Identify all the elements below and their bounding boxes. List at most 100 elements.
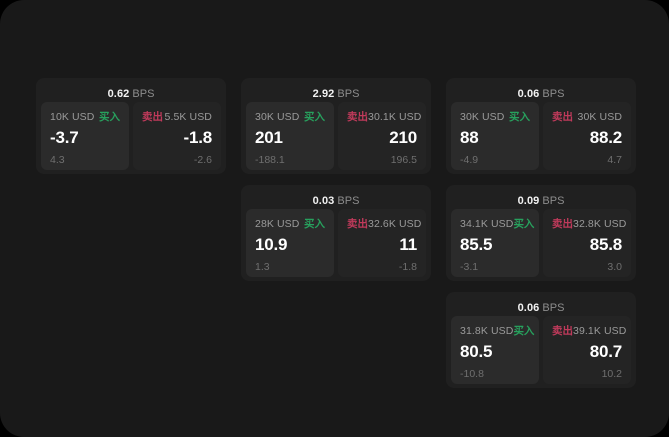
sell-side-header: 卖出 32.8K USD bbox=[552, 217, 626, 231]
buy-delta-value: -4.9 bbox=[460, 154, 479, 166]
card-body: 10K USD 买入 -3.7 4.3 卖出 5.5K USD -1.8 -2.6 bbox=[41, 102, 221, 170]
buy-side-tag: 买入 bbox=[513, 325, 535, 337]
quote-card[interactable]: 0.62 BPS 10K USD 买入 -3.7 4.3 卖出 5.5K USD -1.8 -2.… bbox=[36, 78, 226, 174]
buy-delta-value: -3.1 bbox=[460, 261, 479, 273]
buy-side-header: 30K USD 买入 bbox=[460, 110, 530, 124]
sell-side-tag: 卖出 bbox=[552, 111, 573, 123]
sell-size-label: 39.1K USD bbox=[573, 324, 627, 337]
buy-side-panel[interactable]: 30K USD 买入 201 -188.1 bbox=[246, 102, 334, 170]
sell-side-panel[interactable]: 卖出 32.8K USD 85.8 3.0 bbox=[543, 209, 631, 277]
buy-side-panel[interactable]: 10K USD 买入 -3.7 4.3 bbox=[41, 102, 129, 170]
sell-side-tag: 卖出 bbox=[552, 325, 573, 337]
sell-price-value: 80.7 bbox=[589, 342, 622, 361]
buy-delta-value: -10.8 bbox=[460, 368, 484, 380]
sell-side-panel[interactable]: 卖出 32.6K USD 11 -1.8 bbox=[338, 209, 426, 277]
sell-side-header: 卖出 30K USD bbox=[552, 110, 622, 124]
bps-header: 0.06 BPS bbox=[451, 297, 631, 316]
sell-size-label: 32.6K USD bbox=[368, 217, 422, 230]
sell-delta-value: -1.8 bbox=[398, 261, 417, 273]
buy-side-tag: 买入 bbox=[513, 218, 535, 230]
buy-price-value: 10.9 bbox=[255, 235, 288, 254]
card-body: 34.1K USD 买入 85.5 -3.1 卖出 32.8K USD 85.8 3.0 bbox=[451, 209, 631, 277]
quote-card[interactable]: 0.03 BPS 28K USD 买入 10.9 1.3 卖出 32.6K USD 11 -1.8 bbox=[241, 185, 431, 281]
buy-side-panel[interactable]: 31.8K USD 买入 80.5 -10.8 bbox=[451, 316, 539, 384]
buy-size-label: 10K USD bbox=[50, 110, 95, 123]
buy-delta-value: 4.3 bbox=[50, 154, 65, 166]
quote-board: 0.62 BPS 10K USD 买入 -3.7 4.3 卖出 5.5K USD -1.8 -2.… bbox=[36, 78, 636, 390]
card-body: 28K USD 买入 10.9 1.3 卖出 32.6K USD 11 -1.8 bbox=[246, 209, 426, 277]
bps-value: 0.06 bbox=[517, 88, 540, 100]
buy-side-header: 31.8K USD 买入 bbox=[460, 324, 534, 338]
sell-delta-value: 3.0 bbox=[607, 261, 622, 273]
bps-unit-label: BPS bbox=[542, 195, 565, 207]
bps-unit-label: BPS bbox=[542, 302, 565, 314]
buy-price-value: 201 bbox=[255, 128, 283, 147]
buy-side-header: 10K USD 买入 bbox=[50, 110, 120, 124]
buy-delta-value: 1.3 bbox=[255, 261, 270, 273]
sell-side-tag: 卖出 bbox=[552, 218, 573, 230]
sell-side-tag: 卖出 bbox=[347, 218, 368, 230]
sell-side-header: 卖出 5.5K USD bbox=[142, 110, 212, 124]
sell-size-label: 30.1K USD bbox=[368, 110, 422, 123]
sell-side-header: 卖出 32.6K USD bbox=[347, 217, 421, 231]
card-body: 31.8K USD 买入 80.5 -10.8 卖出 39.1K USD 80.7 10.2 bbox=[451, 316, 631, 384]
buy-side-panel[interactable]: 30K USD 买入 88 -4.9 bbox=[451, 102, 539, 170]
bps-value: 0.06 bbox=[517, 302, 540, 314]
quote-card[interactable]: 0.06 BPS 30K USD 买入 88 -4.9 卖出 30K USD 88.2 4.7 bbox=[446, 78, 636, 174]
bps-header: 0.03 BPS bbox=[246, 190, 426, 209]
sell-delta-value: 10.2 bbox=[601, 368, 622, 380]
bps-header: 0.62 BPS bbox=[41, 83, 221, 102]
sell-delta-value: 196.5 bbox=[390, 154, 417, 166]
quote-card[interactable]: 0.09 BPS 34.1K USD 买入 85.5 -3.1 卖出 32.8K USD 85.… bbox=[446, 185, 636, 281]
sell-side-panel[interactable]: 卖出 39.1K USD 80.7 10.2 bbox=[543, 316, 631, 384]
quote-card[interactable]: 2.92 BPS 30K USD 买入 201 -188.1 卖出 30.1K USD 210 1… bbox=[241, 78, 431, 174]
bps-header: 0.06 BPS bbox=[451, 83, 631, 102]
buy-price-value: 88 bbox=[460, 128, 479, 147]
bps-unit-label: BPS bbox=[542, 88, 565, 100]
sell-side-panel[interactable]: 卖出 30.1K USD 210 196.5 bbox=[338, 102, 426, 170]
bps-unit-label: BPS bbox=[337, 88, 360, 100]
buy-price-value: 80.5 bbox=[460, 342, 493, 361]
bps-header: 0.09 BPS bbox=[451, 190, 631, 209]
buy-side-tag: 买入 bbox=[509, 111, 530, 123]
sell-price-value: 88.2 bbox=[589, 128, 622, 147]
buy-delta-value: -188.1 bbox=[255, 154, 285, 166]
sell-size-label: 30K USD bbox=[577, 110, 622, 123]
bps-value: 0.03 bbox=[312, 195, 335, 207]
bps-unit-label: BPS bbox=[132, 88, 155, 100]
sell-size-label: 32.8K USD bbox=[573, 217, 627, 230]
buy-size-label: 34.1K USD bbox=[460, 217, 514, 230]
buy-size-label: 30K USD bbox=[460, 110, 505, 123]
sell-side-tag: 卖出 bbox=[142, 111, 163, 123]
sell-price-value: 210 bbox=[389, 128, 417, 147]
buy-side-header: 34.1K USD 买入 bbox=[460, 217, 534, 231]
sell-side-panel[interactable]: 卖出 5.5K USD -1.8 -2.6 bbox=[133, 102, 221, 170]
card-body: 30K USD 买入 201 -188.1 卖出 30.1K USD 210 196.5 bbox=[246, 102, 426, 170]
buy-price-value: 85.5 bbox=[460, 235, 493, 254]
sell-side-header: 卖出 30.1K USD bbox=[347, 110, 421, 124]
sell-delta-value: 4.7 bbox=[607, 154, 622, 166]
sell-side-tag: 卖出 bbox=[347, 111, 368, 123]
buy-side-tag: 买入 bbox=[304, 218, 325, 230]
sell-delta-value: -2.6 bbox=[193, 154, 212, 166]
buy-side-panel[interactable]: 34.1K USD 买入 85.5 -3.1 bbox=[451, 209, 539, 277]
buy-size-label: 28K USD bbox=[255, 217, 300, 230]
sell-size-label: 5.5K USD bbox=[164, 110, 212, 123]
quote-card[interactable]: 0.06 BPS 31.8K USD 买入 80.5 -10.8 卖出 39.1K USD 80… bbox=[446, 292, 636, 388]
bps-unit-label: BPS bbox=[337, 195, 360, 207]
buy-price-value: -3.7 bbox=[50, 128, 79, 147]
sell-price-value: -1.8 bbox=[183, 128, 213, 147]
buy-size-label: 31.8K USD bbox=[460, 324, 514, 337]
sell-side-panel[interactable]: 卖出 30K USD 88.2 4.7 bbox=[543, 102, 631, 170]
buy-side-tag: 买入 bbox=[304, 111, 325, 123]
bps-value: 2.92 bbox=[312, 88, 335, 100]
sell-price-value: 11 bbox=[399, 235, 417, 254]
sell-side-header: 卖出 39.1K USD bbox=[552, 324, 626, 338]
bps-value: 0.62 bbox=[107, 88, 130, 100]
buy-side-header: 28K USD 买入 bbox=[255, 217, 325, 231]
sell-price-value: 85.8 bbox=[589, 235, 622, 254]
bps-value: 0.09 bbox=[517, 195, 540, 207]
buy-side-panel[interactable]: 28K USD 买入 10.9 1.3 bbox=[246, 209, 334, 277]
buy-side-tag: 买入 bbox=[99, 111, 120, 123]
